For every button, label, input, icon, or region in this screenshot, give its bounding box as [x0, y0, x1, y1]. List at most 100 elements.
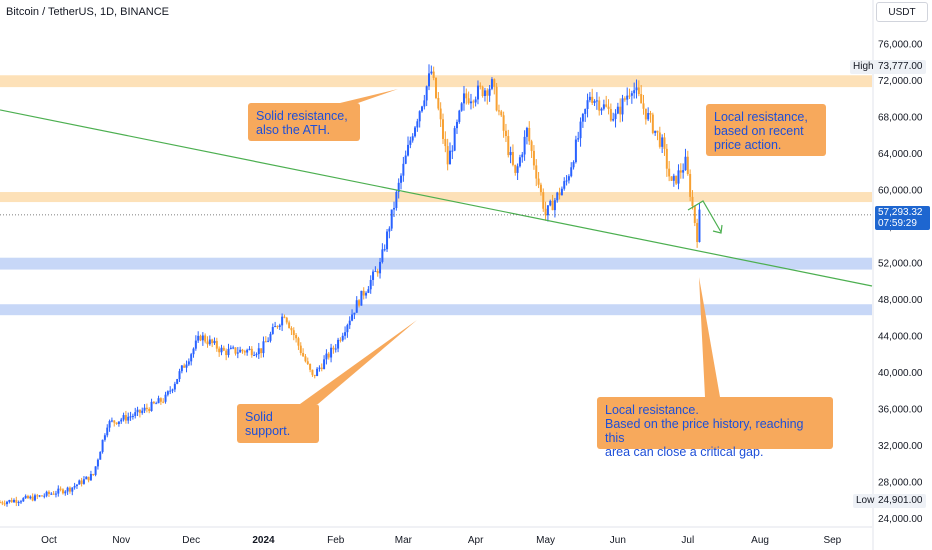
candle-body — [185, 364, 188, 368]
candle-body — [542, 192, 545, 209]
candle-body — [479, 85, 482, 87]
candle-body — [472, 101, 475, 103]
candle-body — [570, 167, 573, 177]
candle-body — [288, 322, 291, 329]
candle-body — [600, 108, 603, 111]
candle-body — [500, 111, 503, 116]
candle-body — [497, 110, 500, 112]
candle-body — [71, 487, 74, 492]
candle-body — [355, 300, 358, 313]
candle-body — [656, 130, 659, 133]
candle-body — [507, 136, 510, 156]
candle-body — [614, 113, 617, 119]
candle-body — [567, 176, 570, 181]
candle-body — [122, 415, 125, 420]
candle-body — [229, 347, 232, 349]
candle-body — [577, 138, 580, 140]
candle-body — [45, 491, 48, 496]
y-tick-label: 40,000.00 — [878, 368, 923, 379]
candle-body — [117, 421, 120, 424]
candle-body — [619, 106, 622, 115]
currency-selector[interactable]: USDT — [876, 2, 928, 22]
candle-body — [591, 96, 594, 103]
candle-body — [8, 500, 11, 502]
candle-body — [260, 348, 263, 354]
candle-body — [318, 367, 321, 369]
candle-body — [369, 279, 372, 290]
candle-body — [511, 151, 514, 165]
x-tick-label: Dec — [182, 535, 200, 546]
candle-body — [276, 326, 279, 328]
candle-body — [654, 130, 657, 133]
candle-body — [332, 347, 335, 350]
candle-body — [563, 181, 566, 189]
candle-body — [451, 150, 454, 152]
candle-body — [602, 104, 605, 109]
candle-body — [0, 502, 1, 504]
candle-body — [455, 121, 458, 129]
x-tick-label: Apr — [468, 535, 484, 546]
x-tick-label: Mar — [395, 535, 413, 546]
candle-body — [509, 151, 512, 156]
candle-body — [367, 289, 370, 293]
x-tick-label: Nov — [112, 535, 130, 546]
candle-body — [180, 365, 183, 372]
candle-body — [682, 170, 685, 173]
candle-body — [663, 137, 666, 149]
candle-body — [523, 136, 526, 155]
candle-body — [120, 419, 123, 422]
candle-body — [462, 93, 465, 104]
candle-body — [3, 503, 6, 505]
candle-body — [225, 350, 228, 356]
candle-body — [141, 410, 144, 413]
candle-body — [651, 114, 654, 133]
candle-body — [29, 496, 32, 499]
candle-body — [402, 163, 405, 176]
candle-body — [376, 270, 379, 274]
x-tick-label: Sep — [823, 535, 841, 546]
high-label: High — [850, 60, 877, 74]
candle-body — [365, 292, 368, 296]
candle-body — [495, 86, 498, 111]
candle-body — [621, 98, 624, 115]
candle-body — [558, 192, 561, 196]
candle-body — [565, 180, 568, 182]
candle-body — [400, 175, 403, 183]
candle-body — [549, 200, 552, 206]
y-tick-label: 32,000.00 — [878, 441, 923, 452]
candle-body — [148, 409, 151, 411]
candle-body — [414, 127, 417, 137]
candle-body — [134, 412, 137, 416]
candle-body — [339, 339, 342, 341]
candle-body — [10, 500, 13, 503]
candle-body — [686, 156, 689, 175]
candle-body — [290, 328, 293, 331]
candle-body — [136, 409, 139, 413]
candle-body — [211, 339, 214, 344]
candle-body — [670, 176, 673, 181]
candle-body — [502, 115, 505, 131]
candle-body — [435, 77, 437, 98]
candle-body — [439, 108, 442, 120]
candle-body — [325, 353, 328, 360]
candle-body — [658, 132, 661, 147]
candle-body — [546, 205, 549, 216]
candle-body — [143, 407, 146, 411]
callout-gap: Local resistance. Based on the price his… — [597, 397, 833, 459]
candle-body — [642, 103, 645, 109]
candle-body — [57, 488, 60, 494]
candle-body — [320, 367, 323, 369]
x-tick-label: Oct — [41, 535, 57, 546]
candle-body — [183, 365, 186, 368]
candle-body — [444, 138, 447, 147]
candle-body — [432, 71, 435, 78]
candle-body — [595, 100, 598, 102]
candle-body — [208, 339, 211, 345]
candle-body — [299, 345, 302, 353]
y-tick-label: 64,000.00 — [878, 149, 923, 160]
candle-body — [61, 489, 64, 494]
candle-body — [285, 317, 288, 323]
candle-body — [598, 100, 601, 111]
